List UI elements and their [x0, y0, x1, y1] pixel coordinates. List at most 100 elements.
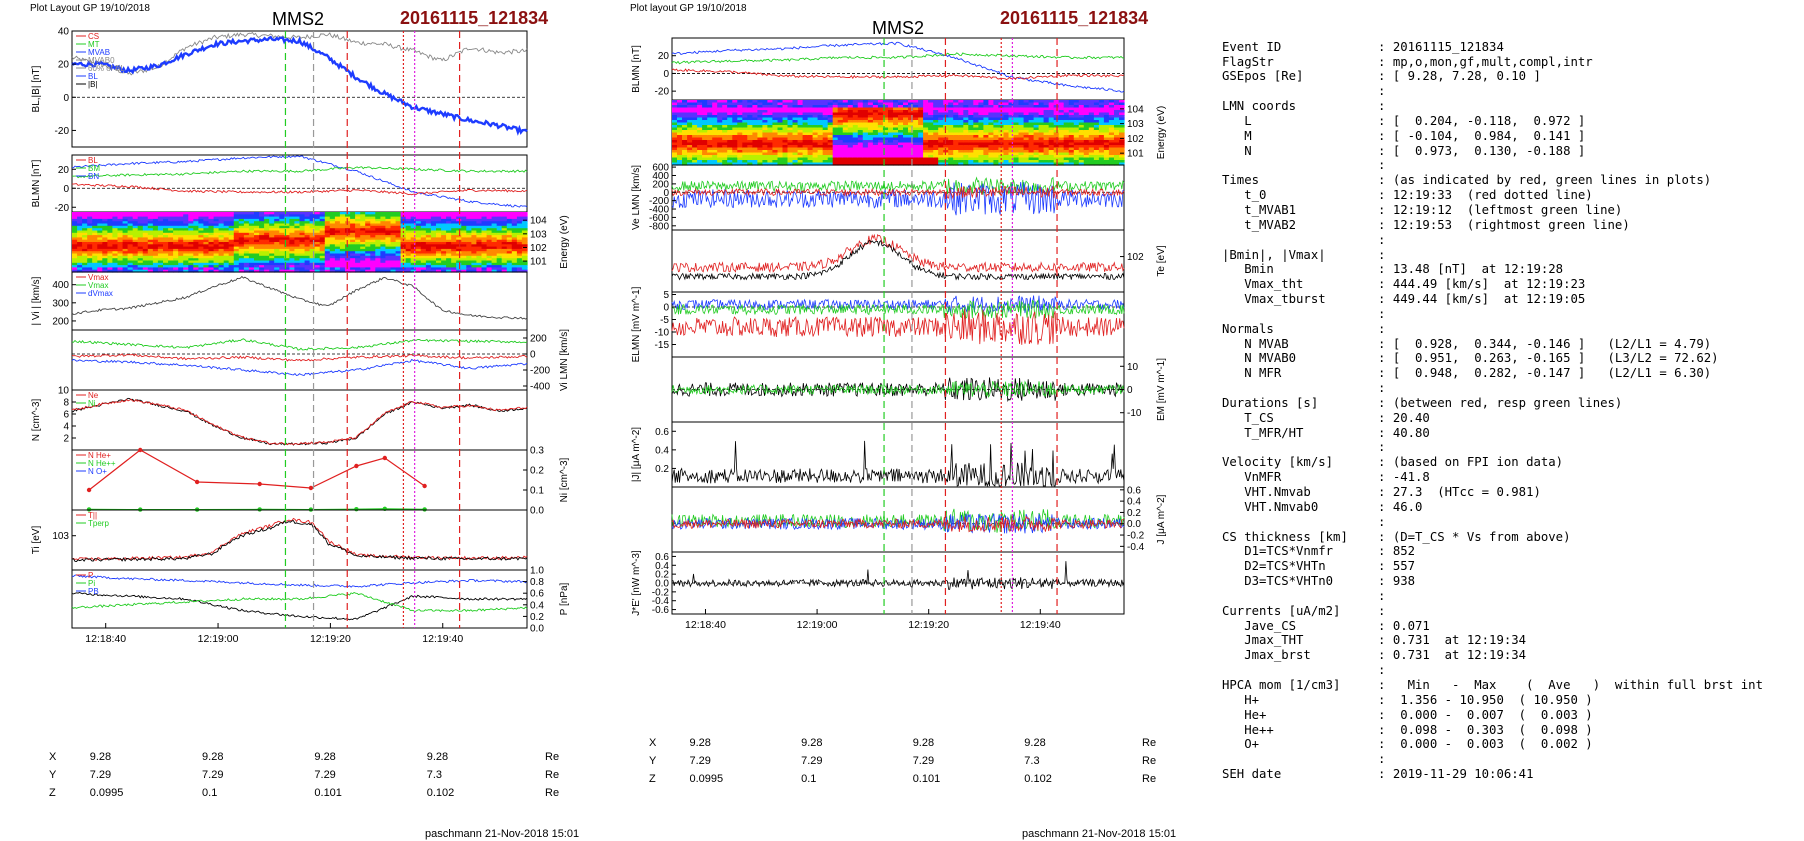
heatmap-cell [807, 125, 814, 129]
heatmap-cell [782, 162, 789, 166]
heatmap-cell [127, 239, 134, 243]
heatmap-cell [122, 251, 129, 255]
heatmap-cell [163, 214, 169, 218]
y-tick-label: 0.2 [655, 464, 669, 475]
heatmap-cell [385, 228, 392, 232]
heatmap-cell [1063, 100, 1070, 104]
heatmap-cell [888, 130, 894, 134]
heatmap-cell [757, 135, 763, 139]
heatmap-cell [958, 125, 964, 129]
heatmap-cell [274, 212, 280, 215]
heatmap-cell [198, 248, 205, 252]
heatmap-cell [1073, 110, 1080, 114]
y-tick-label: 0 [530, 350, 536, 361]
heatmap-cell [792, 105, 799, 109]
heatmap-cell [380, 239, 387, 243]
legend-entry: BM [88, 164, 100, 173]
heatmap-cell [233, 230, 240, 234]
heatmap-cell [334, 228, 341, 232]
heatmap-cell [446, 258, 452, 262]
heatmap-cell [888, 137, 894, 141]
y-tick-label: 600 [652, 163, 669, 174]
heatmap-cell [380, 267, 387, 271]
heatmap-cell [289, 223, 296, 227]
heatmap-cell [506, 212, 513, 215]
heatmap-cell [501, 262, 508, 266]
heatmap-cell [1103, 150, 1110, 154]
heatmap-cell [822, 160, 829, 164]
heatmap-cell [757, 142, 763, 146]
heatmap-cell [837, 120, 844, 124]
heatmap-cell [993, 162, 999, 166]
heatmap-cell [1073, 122, 1080, 126]
heatmap-cell [279, 221, 285, 225]
heatmap-cell [112, 244, 119, 248]
heatmap-cell [350, 228, 356, 232]
heatmap-cell [238, 225, 245, 229]
heatmap-cell [425, 225, 432, 229]
heatmap-cell [466, 239, 472, 243]
heatmap-cell [147, 235, 154, 238]
heatmap-cell [365, 221, 371, 225]
heatmap-cell [178, 246, 184, 250]
heatmap-cell [173, 221, 179, 225]
heatmap-cell [837, 115, 844, 119]
heatmap-cell [762, 115, 768, 119]
heatmap-cell [380, 242, 387, 245]
heatmap-cell [1018, 125, 1025, 129]
heatmap-cell [702, 147, 708, 151]
heatmap-cell [299, 251, 306, 255]
heatmap-cell [486, 267, 493, 271]
heatmap-cell [1108, 102, 1115, 106]
heatmap-cell [345, 251, 351, 255]
heatmap-cell [807, 145, 814, 149]
heatmap-cell [203, 235, 210, 238]
heatmap-cell [127, 267, 134, 271]
heatmap-cell [254, 235, 260, 238]
heatmap-cell [1043, 142, 1050, 146]
heatmap-cell [727, 115, 733, 119]
heatmap-cell [324, 267, 331, 271]
legend-entry: CS [88, 32, 99, 41]
heatmap-cell [157, 255, 164, 259]
heatmap-cell [178, 258, 184, 262]
heatmap-cell [355, 228, 361, 232]
heatmap-cell [1083, 100, 1090, 104]
heatmap-cell [862, 145, 869, 149]
heatmap-cell [97, 239, 103, 243]
heatmap-cell [92, 248, 98, 252]
heatmap-cell [132, 214, 139, 218]
heatmap-cell [87, 218, 93, 222]
panel-frame [71, 154, 528, 213]
heatmap-cell [441, 239, 447, 243]
heatmap-cell [279, 242, 285, 245]
heatmap-cell [183, 267, 189, 271]
heatmap-cell [72, 235, 78, 238]
heatmap-cell [72, 221, 78, 225]
heatmap-cell [365, 230, 371, 234]
heatmap-cell [862, 135, 869, 139]
heatmap-cell [742, 117, 748, 121]
heatmap-cell [963, 100, 969, 104]
heatmap-cell [82, 232, 88, 236]
heatmap-cell [742, 160, 748, 164]
legend-entry: Tperp [88, 519, 109, 528]
heatmap-cell [274, 223, 280, 227]
heatmap-cell [82, 237, 88, 241]
heatmap-cell [807, 100, 814, 104]
heatmap-cell [1098, 102, 1105, 106]
heatmap-cell [1103, 162, 1110, 166]
heatmap-cell [1003, 160, 1010, 164]
heatmap-cell [248, 244, 255, 248]
heatmap-cell [385, 246, 392, 250]
heatmap-cell [289, 265, 296, 268]
heatmap-cell [787, 107, 794, 111]
heatmap-cell [238, 228, 245, 232]
heatmap-cell [304, 232, 311, 236]
heatmap-cell [928, 100, 934, 104]
heatmap-cell [928, 155, 934, 159]
heatmap-cell [173, 216, 179, 220]
heatmap-cell [481, 230, 488, 234]
heatmap-cell [188, 235, 194, 238]
heatmap-cell [339, 218, 346, 222]
